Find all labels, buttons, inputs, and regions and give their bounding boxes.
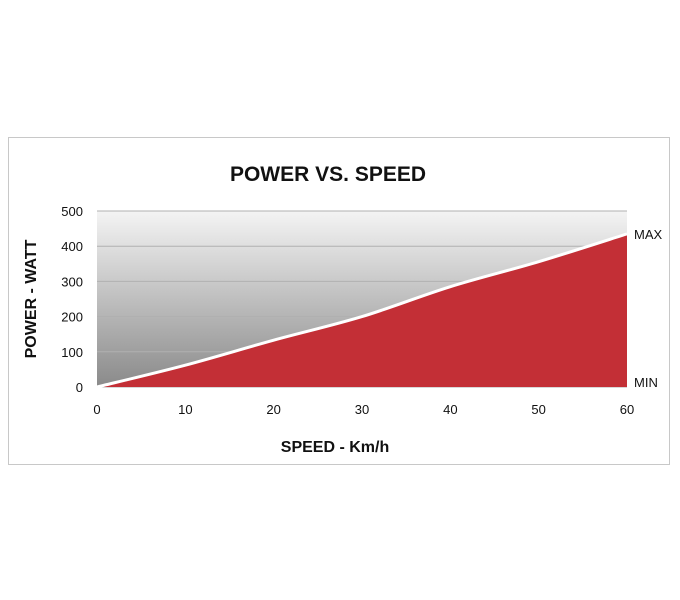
x-tick-label: 60	[620, 402, 634, 417]
y-tick-label: 300	[61, 274, 83, 289]
chart-title: POWER VS. SPEED	[230, 163, 426, 186]
max-annotation: MAX	[634, 227, 663, 242]
chart-frame	[8, 137, 670, 465]
y-axis-label: POWER - WATT	[23, 239, 40, 358]
x-tick-label: 0	[93, 402, 100, 417]
x-axis-label: SPEED - Km/h	[281, 439, 389, 456]
min-annotation: MIN	[634, 375, 658, 390]
y-tick-label: 500	[61, 204, 83, 219]
x-tick-label: 20	[266, 402, 280, 417]
y-tick-label: 200	[61, 310, 83, 325]
y-tick-label: 100	[61, 345, 83, 360]
y-tick-label: 400	[61, 239, 83, 254]
power-area	[97, 233, 627, 387]
x-tick-label: 30	[355, 402, 369, 417]
power-line	[96, 232, 628, 389]
x-tick-label: 40	[443, 402, 457, 417]
y-tick-label: 0	[76, 380, 83, 395]
x-tick-label: 10	[178, 402, 192, 417]
x-tick-label: 50	[531, 402, 545, 417]
